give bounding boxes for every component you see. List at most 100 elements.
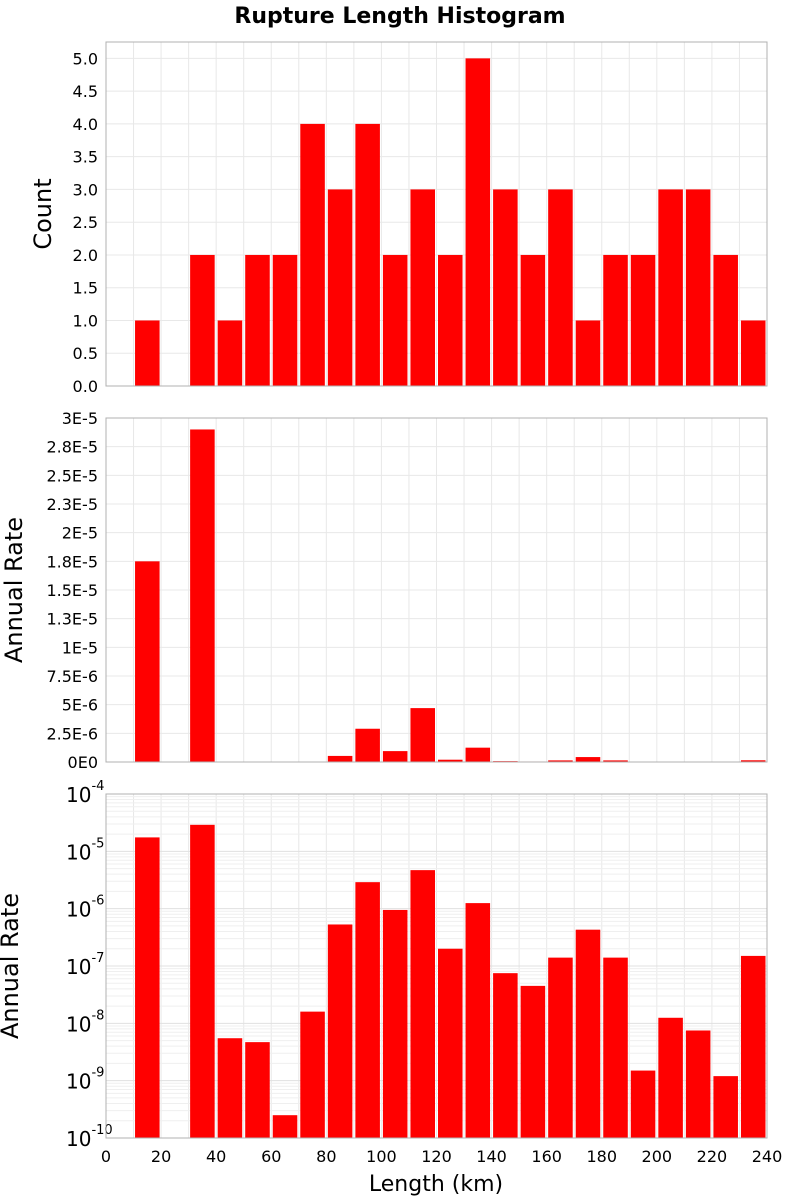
histogram-bar bbox=[520, 254, 546, 386]
histogram-bar bbox=[410, 708, 435, 762]
histogram-bar bbox=[658, 1017, 683, 1138]
histogram-bar bbox=[603, 760, 628, 762]
histogram-bar bbox=[272, 1115, 298, 1138]
histogram-bar bbox=[548, 957, 573, 1138]
histogram-bar bbox=[135, 561, 160, 762]
x-axis-label: Length (km) bbox=[369, 1172, 503, 1197]
y-tick-label: 2.5E-6 bbox=[46, 724, 98, 743]
y-tick-label: 10-6 bbox=[66, 894, 104, 922]
histogram-bar bbox=[327, 755, 353, 762]
histogram-bar bbox=[658, 189, 683, 386]
y-tick-label: 0E0 bbox=[68, 753, 98, 772]
y-tick-label: 1.0 bbox=[73, 311, 98, 330]
histogram-bar bbox=[355, 882, 380, 1138]
histogram-bar bbox=[190, 824, 215, 1138]
histogram-bar bbox=[493, 973, 518, 1138]
x-tick-label: 160 bbox=[531, 1147, 562, 1166]
histogram-bar bbox=[245, 1042, 270, 1138]
histogram-bar bbox=[603, 957, 628, 1138]
histogram-bar bbox=[300, 123, 325, 387]
histogram-bar bbox=[465, 58, 491, 386]
y-axis-label: Annual Rate bbox=[0, 893, 24, 1039]
histogram-bar bbox=[465, 747, 491, 762]
histogram-bar bbox=[520, 985, 546, 1138]
y-tick-label: 2.8E-5 bbox=[46, 438, 98, 457]
x-tick-label: 140 bbox=[476, 1147, 507, 1166]
y-tick-label: 10-7 bbox=[66, 951, 104, 979]
histogram-bar bbox=[135, 320, 160, 386]
histogram-bar bbox=[300, 1011, 325, 1138]
y-tick-label: 10-5 bbox=[66, 836, 104, 864]
x-tick-label: 120 bbox=[421, 1147, 452, 1166]
histogram-bar bbox=[217, 320, 243, 386]
chart-title: Rupture Length Histogram bbox=[234, 4, 565, 29]
y-tick-label: 1.3E-5 bbox=[46, 610, 98, 629]
histogram-bar bbox=[575, 757, 601, 762]
x-tick-label: 220 bbox=[697, 1147, 728, 1166]
y-tick-label: 2.0 bbox=[73, 246, 98, 265]
y-tick-label: 10-4 bbox=[66, 779, 104, 807]
panel-3: 10-10 10-9 10-8 10-7 10-6 10-5 10-4 Annual Rate bbox=[0, 779, 768, 1151]
y-tick-label: 3E-5 bbox=[62, 409, 98, 428]
histogram-bar bbox=[327, 924, 353, 1138]
histogram-bar bbox=[548, 760, 573, 762]
histogram-bar bbox=[465, 903, 491, 1138]
histogram-bar bbox=[685, 1030, 711, 1138]
x-tick-label: 200 bbox=[642, 1147, 673, 1166]
histogram-bar bbox=[410, 189, 435, 386]
y-tick-label: 2.3E-5 bbox=[46, 495, 98, 514]
histogram-bar bbox=[382, 909, 408, 1138]
panel-1: 0.0 0.5 1.0 1.5 2.0 2.5 3.0 3.5 4.0 4.5 5.0 Count bbox=[29, 41, 768, 396]
y-tick-label: 4.0 bbox=[73, 115, 98, 134]
histogram-bar bbox=[630, 254, 656, 386]
panel-2: 0E0 2.5E-6 5E-6 7.5E-6 1E-5 1.3E-5 1.5E-5 1.8E-… bbox=[0, 409, 768, 772]
y-axis-label: Annual Rate bbox=[0, 517, 28, 663]
x-tick-label: 40 bbox=[206, 1147, 226, 1166]
y-tick-label: 1E-5 bbox=[62, 638, 98, 657]
histogram-bar bbox=[190, 254, 215, 386]
y-tick-label: 1.8E-5 bbox=[46, 552, 98, 571]
histogram-bar bbox=[410, 870, 435, 1138]
y-tick-label: 3.0 bbox=[73, 180, 98, 199]
y-tick-label: 10-10 bbox=[66, 1123, 113, 1151]
x-tick-label: 0 bbox=[101, 1147, 111, 1166]
histogram-bar bbox=[217, 1038, 243, 1138]
y-tick-label: 4.5 bbox=[73, 82, 98, 101]
x-tick-label: 20 bbox=[151, 1147, 171, 1166]
y-tick-label: 0.0 bbox=[73, 377, 98, 396]
histogram-bar bbox=[713, 1076, 738, 1138]
y-tick-label: 3.5 bbox=[73, 148, 98, 167]
x-tick-label: 100 bbox=[366, 1147, 397, 1166]
y-tick-label: 2.5 bbox=[73, 213, 98, 232]
histogram-bar bbox=[685, 189, 711, 386]
histogram-bar bbox=[135, 837, 160, 1138]
x-tick-label: 180 bbox=[586, 1147, 617, 1166]
histogram-bar bbox=[493, 189, 518, 386]
histogram-bar bbox=[713, 254, 738, 386]
histogram-bar bbox=[740, 955, 766, 1138]
plot-border bbox=[105, 417, 768, 763]
histogram-bar bbox=[190, 429, 215, 762]
histogram-bar bbox=[272, 254, 298, 386]
histogram-bar bbox=[548, 189, 573, 386]
y-tick-label: 1.5 bbox=[73, 279, 98, 298]
histogram-bar bbox=[355, 123, 380, 387]
histogram-bar bbox=[327, 189, 353, 386]
histogram-bar bbox=[438, 948, 463, 1138]
y-tick-label: 7.5E-6 bbox=[46, 667, 98, 686]
histogram-bar bbox=[575, 320, 601, 386]
histogram-bar bbox=[630, 1070, 656, 1138]
x-tick-label: 80 bbox=[316, 1147, 336, 1166]
histogram-bar bbox=[603, 254, 628, 386]
y-tick-label: 2.5E-5 bbox=[46, 466, 98, 485]
histogram-bar bbox=[575, 929, 601, 1138]
y-tick-label: 10-9 bbox=[66, 1066, 104, 1094]
histogram-bar bbox=[245, 254, 270, 386]
histogram-bar bbox=[382, 254, 408, 386]
plot-border bbox=[105, 793, 768, 1139]
histogram-bar bbox=[438, 254, 463, 386]
x-tick-label: 60 bbox=[261, 1147, 281, 1166]
y-tick-label: 5E-6 bbox=[62, 696, 98, 715]
y-tick-label: 2E-5 bbox=[62, 524, 98, 543]
